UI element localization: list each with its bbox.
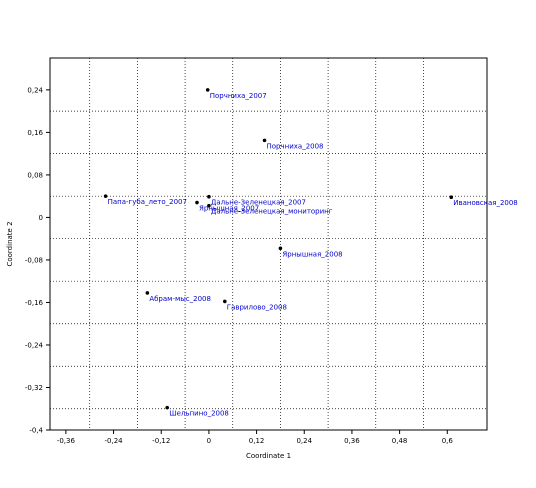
x-tick-label: -0,24: [105, 437, 124, 445]
x-axis-title: Coordinate 1: [246, 452, 291, 460]
data-point: [145, 291, 150, 295]
data-point: [449, 195, 454, 200]
data-point-label: Шельпино_2008: [169, 410, 229, 418]
y-tick-label: 0,16: [27, 129, 43, 137]
x-axis: -0,36 -0,24 -0,12 0 0,12 0,24 0,36 0,48 0,6: [57, 430, 454, 445]
data-point-label: Ярнышная_2008: [282, 250, 342, 258]
x-tick-label: 0: [207, 437, 211, 445]
data-point-label: Ивановская_2008: [453, 199, 518, 207]
y-tick-label: -0,24: [25, 341, 44, 349]
x-tick-label: 0,48: [392, 437, 408, 445]
data-point: [207, 203, 211, 208]
data-point: [103, 194, 108, 198]
x-tick-label: 0,6: [442, 437, 454, 445]
x-tick-label: -0,12: [152, 437, 170, 445]
x-tick-label: 0,24: [296, 437, 312, 445]
data-point: [223, 299, 227, 304]
data-point-label: Дальне-Зеленецкая_мониторинг: [211, 208, 333, 216]
y-tick-label: -0,4: [29, 427, 43, 435]
y-tick-label: -0,08: [25, 256, 43, 264]
x-tick-label: 0,12: [249, 437, 265, 445]
y-tick-label: 0,08: [27, 171, 43, 179]
grid-lines: [50, 58, 487, 430]
data-point: [278, 246, 283, 251]
x-tick-label: -0,36: [57, 437, 76, 445]
data-point-label: Порчниха_2007: [210, 92, 267, 100]
data-points: Порчниха_2007 Порчниха_2008 Папа-губа_лето…: [103, 88, 518, 418]
data-point: [195, 200, 199, 205]
y-axis: 0,24 0,16 0,08 0 -0,08 -0,16 -0,24 -0,32 -0,4: [25, 86, 50, 435]
y-tick-label: 0: [39, 214, 43, 222]
data-point: [262, 138, 267, 143]
data-point-label: Ярнышная_2007: [199, 205, 259, 213]
data-point-label: Папа-губа_лето_2007: [108, 198, 187, 206]
data-point-label: Дальне-Зеленецкая_2007: [211, 199, 306, 207]
y-tick-label: -0,16: [25, 299, 44, 307]
data-point-label: Гаврилово_2008: [227, 303, 287, 311]
data-point: [205, 88, 210, 92]
x-tick-label: 0,36: [344, 437, 360, 445]
data-point: [207, 194, 211, 199]
plot-frame: [49, 57, 488, 431]
y-tick-label: -0,32: [25, 384, 43, 392]
data-point-label: Абрам-мыс_2008: [149, 295, 211, 303]
y-axis-title: Coordinate 2: [6, 221, 14, 266]
data-point: [165, 405, 169, 410]
y-tick-label: 0,24: [27, 86, 43, 94]
data-point-label: Порчниха_2008: [267, 142, 324, 150]
